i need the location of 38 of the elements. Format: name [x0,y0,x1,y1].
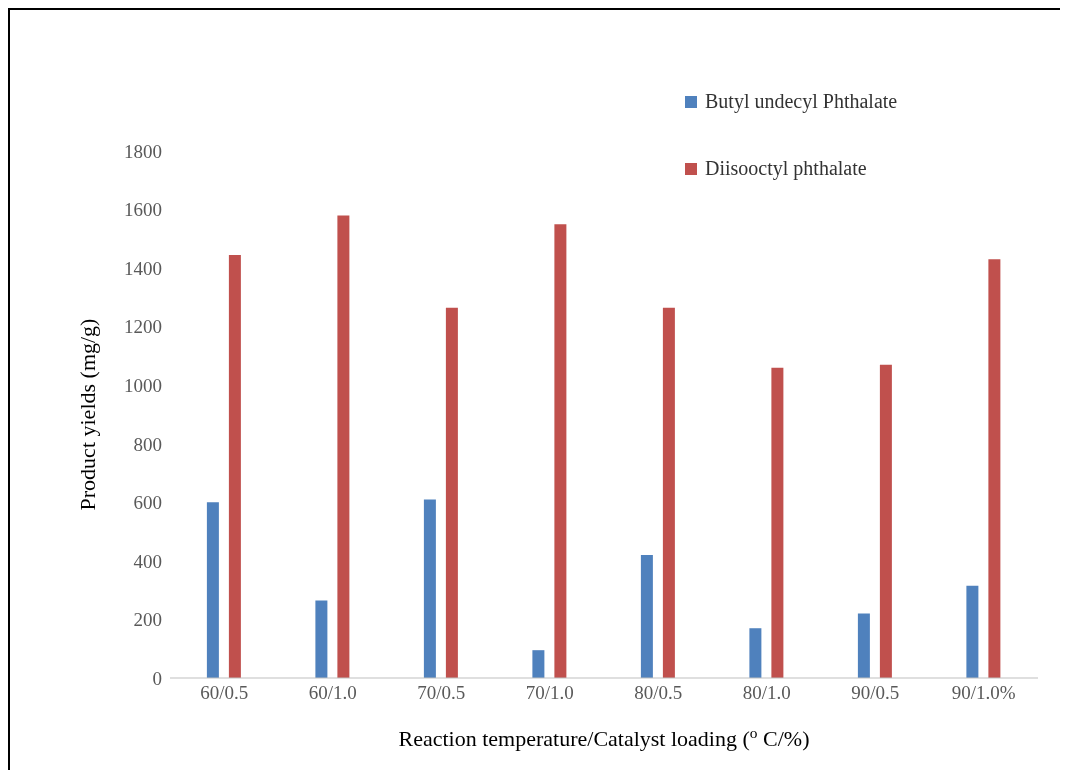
y-tick-label: 1000 [124,374,162,396]
bar [966,585,979,678]
bar [749,628,762,678]
y-tick-label: 1800 [124,140,162,162]
x-tick-label: 70/1.0 [525,682,574,704]
y-tick-label: 1400 [124,257,162,279]
y-axis-title: Product yields (mg/g) [75,318,100,511]
y-tick-label: 600 [133,492,162,514]
bar [206,502,219,678]
x-tick-label: 60/0.5 [200,682,249,704]
bar [771,367,784,678]
x-tick-label: 70/0.5 [417,682,466,704]
bar [640,555,653,678]
x-tick-label: 80/0.5 [634,682,683,704]
bar [228,254,241,678]
x-axis-title: Reaction temperature/Catalyst loading ($^{o}$C/%) [398,723,810,751]
y-tick-label: 800 [133,433,162,455]
bar [337,215,350,678]
bar [554,224,567,678]
bar [988,259,1001,678]
bar [445,307,458,678]
y-tick-label: 400 [133,550,162,572]
x-tick-label: 60/1.0 [308,682,357,704]
legend-label: Butyl undecyl Phthalate [705,90,898,113]
legend-label: Diisooctyl phthalate [705,157,867,180]
x-tick-label: 80/1.0 [742,682,791,704]
bar [662,307,675,678]
bar [879,364,892,678]
y-tick-label: 1200 [124,316,162,338]
y-tick-label: 200 [133,609,162,631]
bar [315,600,328,678]
y-tick-label: 1600 [124,199,162,221]
bar [423,499,436,678]
x-tick-label: 90/0.5 [851,682,900,704]
x-tick-label: 90/1.0% [951,682,1016,704]
bar [857,613,870,678]
bar [532,650,545,678]
y-tick-label: 0 [152,667,162,689]
